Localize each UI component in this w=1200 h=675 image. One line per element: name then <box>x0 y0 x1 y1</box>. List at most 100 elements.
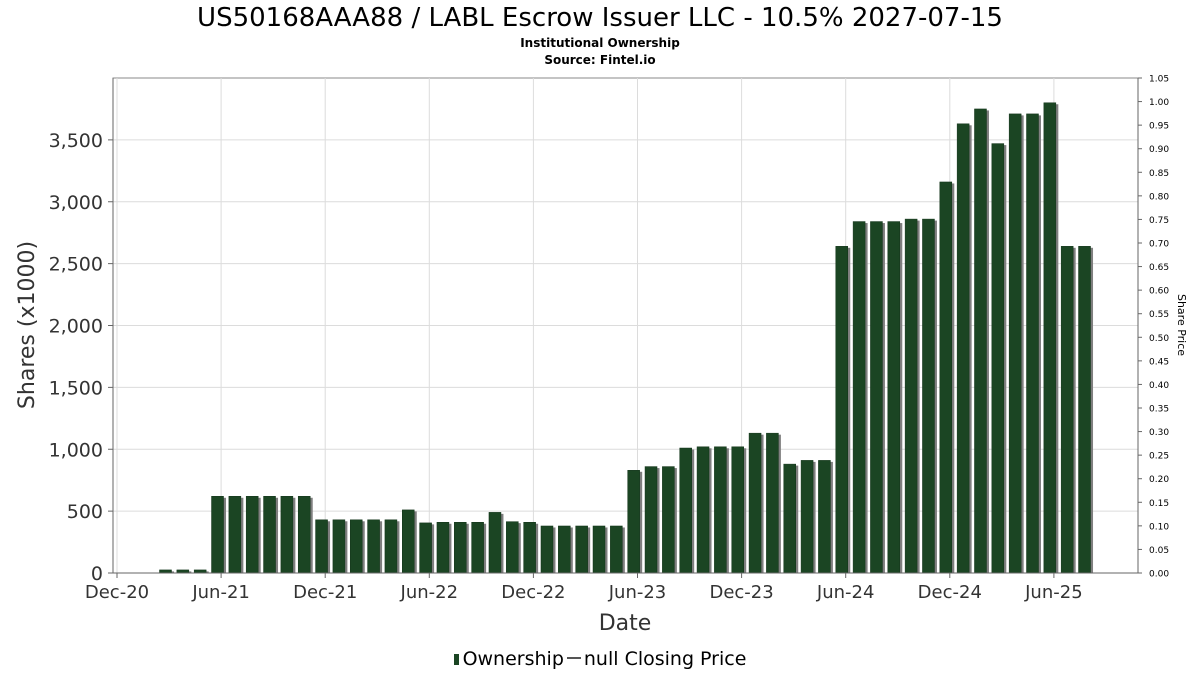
x-tick-label: Dec-20 <box>85 582 149 603</box>
y2-tick-label: 0.90 <box>1149 145 1169 155</box>
ownership-bar <box>679 447 692 574</box>
ownership-bars <box>159 102 1094 574</box>
ownership-bar <box>991 143 1005 574</box>
ownership-bar <box>696 446 710 574</box>
x-tick-label: Dec-24 <box>918 582 982 603</box>
ownership-bar <box>367 519 380 574</box>
ownership-bar <box>280 496 294 574</box>
x-tick-label: Dec-23 <box>709 582 773 603</box>
x-axis-label: Date <box>599 611 652 636</box>
ownership-bar <box>263 496 276 574</box>
axes: Dec-20 Jun-21 Dec-21 Jun-22 Dec-22 Jun-23 Dec-… <box>49 75 1170 604</box>
ownership-bar <box>1008 113 1022 574</box>
y-tick-label: 3,500 <box>49 130 103 152</box>
y2-tick-label: 0.65 <box>1149 263 1169 273</box>
ownership-bar <box>315 519 328 574</box>
x-tick-label: Jun-22 <box>400 582 459 603</box>
y2-tick-label: 0.85 <box>1149 169 1169 179</box>
ownership-bar <box>922 218 935 574</box>
y-tick-label: 500 <box>67 501 103 523</box>
x-tick-label: Jun-25 <box>1024 582 1083 603</box>
ownership-bar <box>402 509 415 574</box>
y2-tick-label: 0.20 <box>1149 475 1169 485</box>
y2-tick-label: 0.50 <box>1149 334 1169 344</box>
y2-tick-label: 0.30 <box>1149 428 1169 438</box>
y2-tick-label: 0.40 <box>1149 381 1169 391</box>
x-tick-label: Dec-21 <box>293 582 357 603</box>
ownership-bar <box>384 519 398 574</box>
ownership-bar <box>488 512 502 574</box>
ownership-bar <box>228 496 242 574</box>
y2-tick-label: 0.10 <box>1149 522 1169 532</box>
ownership-bar <box>211 496 224 574</box>
ownership-bar <box>1060 246 1074 574</box>
ownership-bar <box>627 470 640 574</box>
ownership-bar <box>1043 102 1057 574</box>
y2-tick-label: 0.80 <box>1149 192 1169 202</box>
chart-title: US50168AAA88 / LABL Escrow Issuer LLC - … <box>197 3 1003 33</box>
y2-tick-label: 0.60 <box>1149 287 1169 297</box>
ownership-bar <box>835 246 849 574</box>
ownership-bar <box>558 525 571 574</box>
ownership-bar <box>610 525 623 574</box>
ownership-bar <box>436 522 450 574</box>
ownership-bar <box>800 460 814 574</box>
ownership-bar <box>471 522 484 574</box>
ownership-bar <box>870 221 883 574</box>
ownership-bar <box>297 496 311 574</box>
y2-tick-label: 0.25 <box>1149 452 1169 462</box>
y2-tick-label: 0.45 <box>1149 357 1169 367</box>
ownership-bar <box>592 525 606 574</box>
ownership-bar <box>818 460 831 574</box>
ownership-bar <box>904 218 918 574</box>
y-axis-label: Shares (x1000) <box>15 241 40 409</box>
y2-tick-label: 0.15 <box>1149 499 1169 509</box>
ownership-bar <box>349 519 363 574</box>
ownership-bar <box>523 522 536 574</box>
y-tick-label: 3,000 <box>49 192 103 214</box>
ownership-bar <box>783 463 796 574</box>
ownership-bar <box>974 108 987 574</box>
ownership-legend-swatch <box>453 654 459 665</box>
ownership-bar <box>245 496 259 574</box>
ownership-bar <box>419 522 432 574</box>
y2-tick-label: 0.75 <box>1149 216 1169 226</box>
x-tick-label: Dec-22 <box>501 582 565 603</box>
chart-subtitle: Institutional Ownership <box>520 36 680 50</box>
x-tick-label: Jun-21 <box>191 582 250 603</box>
ownership-bar <box>887 221 901 574</box>
ownership-bar <box>540 525 554 574</box>
x-tick-label: Jun-24 <box>816 582 875 603</box>
ownership-bar <box>748 432 762 574</box>
y2-axis-label: Share Price <box>1175 294 1188 356</box>
chart-legend: Ownership null Closing Price <box>0 647 1200 671</box>
ownership-legend-label: Ownership <box>462 648 564 670</box>
y2-tick-label: 1.05 <box>1149 75 1169 85</box>
y-tick-label: 2,000 <box>49 316 103 338</box>
ownership-bar <box>506 521 519 574</box>
ownership-bar <box>714 446 727 574</box>
y-tick-label: 0 <box>91 563 103 585</box>
ownership-bar <box>454 522 467 574</box>
y-tick-label: 1,000 <box>49 439 103 461</box>
ownership-bar <box>575 525 588 574</box>
ownership-bar <box>1026 113 1039 574</box>
price-legend-label: null Closing Price <box>583 648 747 670</box>
y2-tick-label: 1.00 <box>1149 98 1169 108</box>
ownership-bar <box>939 181 953 574</box>
x-tick-label: Jun-23 <box>608 582 667 603</box>
y2-tick-label: 0.05 <box>1149 546 1169 556</box>
ownership-bar <box>731 446 744 574</box>
y-tick-label: 2,500 <box>49 254 103 276</box>
ownership-bar <box>644 466 658 574</box>
y2-tick-label: 0.70 <box>1149 240 1169 250</box>
ownership-bar <box>852 221 866 574</box>
y2-tick-label: 0.55 <box>1149 310 1169 320</box>
price-legend-line <box>566 657 581 659</box>
y-tick-label: 1,500 <box>49 377 103 399</box>
ownership-bar <box>662 466 675 574</box>
ownership-bar <box>1078 246 1091 574</box>
ownership-bar <box>332 519 346 574</box>
y2-tick-label: 0.35 <box>1149 405 1169 415</box>
